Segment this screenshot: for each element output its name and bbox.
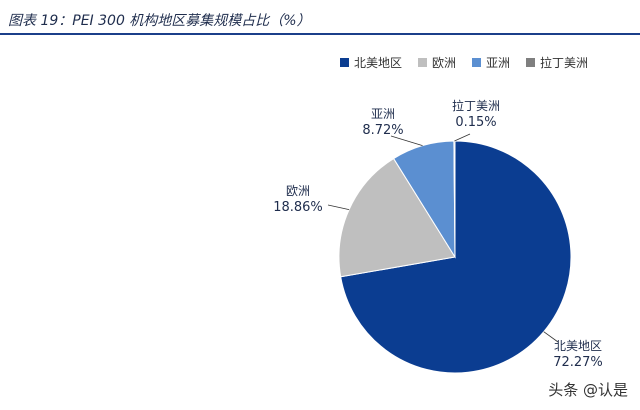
pie-slice — [340, 140, 572, 374]
slice-label: 亚洲 — [371, 107, 395, 121]
leader-line — [454, 133, 471, 142]
legend-swatch — [340, 58, 349, 67]
legend-label: 亚洲 — [486, 56, 511, 70]
slice-label: 北美地区 — [554, 339, 602, 353]
legend-item: 拉丁美洲 — [526, 54, 588, 71]
leader-line — [327, 204, 350, 210]
chart-title: 图表 19：PEI 300 机构地区募集规模占比（%） — [8, 13, 311, 29]
leader-lines — [327, 133, 559, 343]
slice-label: 拉丁美洲 — [452, 98, 500, 113]
pie-slices — [338, 140, 572, 374]
legend-swatch — [472, 58, 482, 67]
slice-value-label: 0.15% — [455, 115, 496, 130]
leader-line — [390, 135, 423, 147]
slice-label: 欧洲 — [286, 184, 310, 198]
slice-value-label: 8.72% — [362, 123, 403, 138]
leader-line — [543, 331, 559, 343]
legend-label: 欧洲 — [432, 56, 457, 70]
legend-swatch — [526, 58, 536, 67]
watermark: 头条 @认是 — [548, 381, 628, 399]
legend-swatch — [418, 58, 428, 67]
legend-label: 北美地区 — [354, 56, 403, 70]
legend-item: 亚洲 — [472, 54, 510, 71]
title-divider — [0, 33, 640, 35]
slice-labels: 北美地区 72.27% 欧洲 18.86% 亚洲 8.72% 拉丁美洲 0.15% — [273, 98, 603, 370]
legend-item: 欧洲 — [418, 54, 456, 71]
slice-value-label: 18.86% — [273, 200, 323, 215]
legend-label: 拉丁美洲 — [540, 56, 589, 70]
legend-item: 北美地区 — [340, 54, 402, 71]
chart-legend: 北美地区 欧洲 亚洲 拉丁美洲 — [340, 54, 588, 71]
slice-value-label: 72.27% — [553, 355, 603, 370]
